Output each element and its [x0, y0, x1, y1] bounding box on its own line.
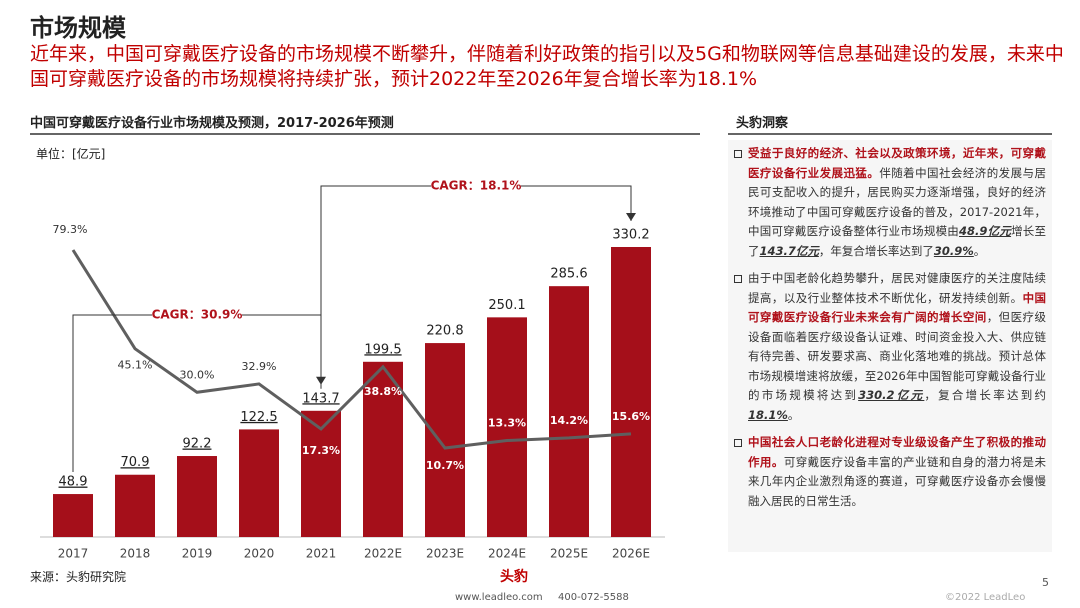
- x-tick-label: 2018: [120, 547, 151, 561]
- line-value-label: 45.1%: [118, 359, 153, 372]
- text: 。: [787, 407, 800, 422]
- x-tick-label: 2024E: [488, 547, 526, 561]
- annotation-bg: [152, 306, 242, 324]
- bar-value-label: 70.9: [121, 455, 150, 470]
- annotation: CAGR：18.1%: [431, 179, 522, 193]
- text: 增长至了: [748, 224, 1047, 258]
- bar-value-label: 250.1: [488, 298, 525, 313]
- insight-item: 由于中国老龄化趋势攀升，居民对健康医疗的关注度陆续提高，以及行业整体技术不断优化…: [732, 269, 1046, 425]
- text: 中国社会人口老龄化进程对专业级设备产生了积极的推动作用。: [748, 435, 1046, 469]
- bar-value-label: 285.6: [550, 267, 587, 282]
- text: 可穿戴医疗设备丰富的产业链和自身的潜力将是未来几年内企业激烈角逐的赛道，可穿戴医…: [748, 454, 1046, 508]
- text: 中国可穿戴医疗设备行业未来会有广阔的增长空间: [748, 290, 1046, 325]
- insight-panel: 受益于良好的经济、社会以及政策环境，近年来，可穿戴医疗设备行业发展迅猛。伴随着中…: [728, 140, 1052, 552]
- text: ，但医疗级设备面临着医疗级设备认证难、时间资金投入大、供应链有待完善、研发要求高…: [748, 310, 1046, 402]
- line-value-label: 10.7%: [426, 459, 464, 472]
- chart-title: 中国可穿戴医疗设备行业市场规模及预测，2017-2026年预测: [30, 116, 394, 131]
- text: 143.7亿元: [759, 243, 819, 258]
- line-value-label: 38.8%: [364, 385, 402, 398]
- bar-value-label: 122.5: [240, 410, 277, 425]
- bar: [425, 343, 465, 537]
- copyright: ©2022 LeadLeo: [945, 592, 1026, 603]
- bar: [115, 474, 155, 537]
- line-value-label: 32.9%: [242, 360, 277, 373]
- bar-value-label: 143.7: [302, 391, 339, 406]
- bar: [177, 456, 217, 537]
- insight-title: 头豹洞察: [736, 116, 789, 131]
- phone: 400-072-5588: [558, 592, 629, 603]
- x-tick-label: 2026E: [612, 547, 650, 561]
- text: 由于中国老龄化趋势攀升，居民对健康医疗的关注度陆续提高，以及行业整体技术不断优化…: [748, 271, 1046, 305]
- bar: [301, 410, 341, 537]
- logo: 头豹: [500, 569, 528, 585]
- bar: [53, 494, 93, 537]
- line-value-label: 17.3%: [302, 444, 340, 457]
- line-value-label: 13.3%: [488, 416, 526, 429]
- bar-value-label: 199.5: [364, 342, 401, 357]
- x-tick-label: 2020: [244, 547, 275, 561]
- text: 受益于良好的经济、社会以及政策环境，近年来，可穿戴医疗设备行业发展迅猛。: [748, 146, 1046, 180]
- line: [71, 249, 632, 450]
- bar: [611, 247, 651, 537]
- insight-item: 中国社会人口老龄化进程对专业级设备产生了积极的推动作用。可穿戴医疗设备丰富的产业…: [732, 433, 1046, 511]
- x-tick-label: 2023E: [426, 547, 464, 561]
- text: ，复合增长率达到约: [924, 388, 1046, 402]
- text: 30.9%: [933, 243, 974, 258]
- annotation: CAGR：30.9%: [152, 308, 243, 322]
- line-value-label: 79.3%: [53, 223, 88, 236]
- text: 伴随着中国社会经济的发展与居民可支配收入的提升，居民购买力逐渐增强，良好的经济环…: [748, 165, 1046, 239]
- source: 来源：头豹研究院: [30, 570, 127, 584]
- insight-item: 受益于良好的经济、社会以及政策环境，近年来，可穿戴医疗设备行业发展迅猛。伴随着中…: [732, 144, 1046, 261]
- page-number: 5: [1042, 576, 1049, 589]
- line-value-label: 15.6%: [612, 410, 650, 423]
- bar-value-label: 330.2: [612, 228, 649, 243]
- x-tick-label: 2019: [182, 547, 213, 561]
- text: 48.9亿元: [959, 224, 1012, 238]
- x-tick-label: 2022E: [364, 547, 402, 561]
- website: www.leadleo.com: [455, 592, 543, 603]
- bar: [239, 429, 279, 537]
- text: ，年复合增长率达到了: [818, 243, 934, 258]
- line-value-label: 14.2%: [550, 414, 588, 427]
- line-value-label: 30.0%: [180, 368, 215, 381]
- page-subtitle: 近年来，中国可穿戴医疗设备的市场规模不断攀升，伴随着利好政策的指引以及5G和物联…: [30, 43, 1064, 90]
- bar: [363, 361, 403, 537]
- bar-value-label: 220.8: [426, 324, 463, 339]
- x-tick-label: 2021: [306, 547, 337, 561]
- text: 330.2亿元: [858, 388, 925, 402]
- x-tick-label: 2025E: [550, 547, 588, 561]
- text: 。: [973, 243, 986, 258]
- unit-label: 单位：[亿元]: [36, 147, 106, 161]
- bar: [549, 286, 589, 537]
- page-title: 市场规模: [30, 14, 126, 42]
- bar: [487, 317, 527, 537]
- text: 18.1%: [748, 407, 788, 422]
- arrow-head: [626, 213, 636, 221]
- bar-value-label: 92.2: [183, 437, 212, 452]
- annotation-bg: [431, 177, 521, 195]
- x-tick-label: 2017: [58, 547, 89, 561]
- bar-value-label: 48.9: [59, 475, 88, 490]
